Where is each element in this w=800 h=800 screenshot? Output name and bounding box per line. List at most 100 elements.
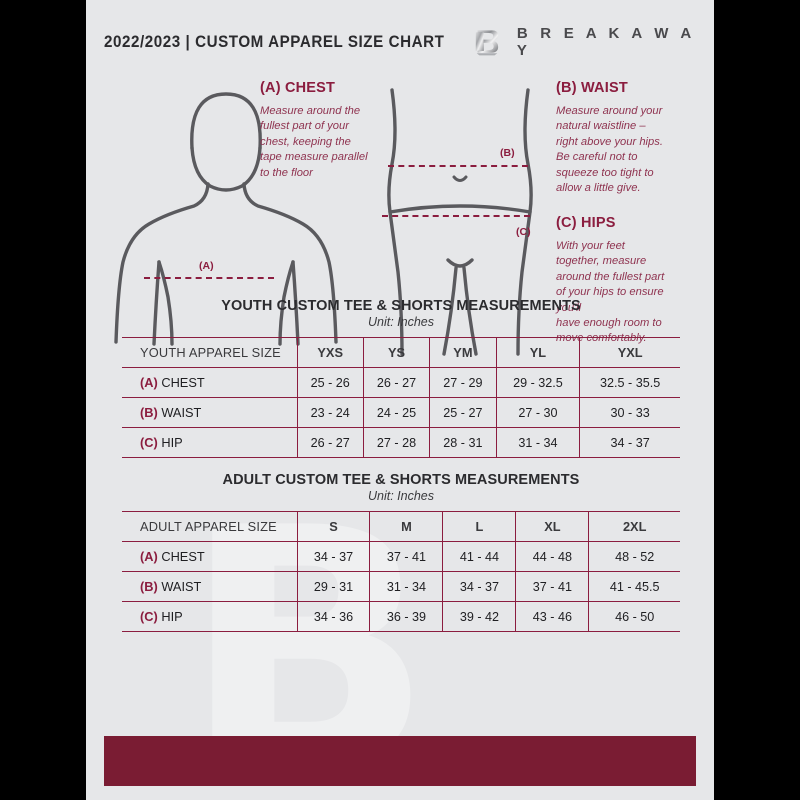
hip-tag: (C)	[140, 435, 158, 450]
waist-tag: (B)	[140, 579, 158, 594]
youth-chest-3: 29 - 32.5	[496, 367, 581, 398]
waist-tag: (B)	[140, 405, 158, 420]
adult-size-col-3: XL	[515, 511, 590, 542]
youth-waist-2: 25 - 27	[429, 397, 497, 428]
youth-chest-1: 26 - 27	[363, 367, 431, 398]
adult-chest-4: 48 - 52	[588, 541, 680, 572]
youth-size-col-1: YS	[363, 337, 431, 368]
youth-hip-4: 34 - 37	[579, 427, 680, 458]
chest-description-heading: (A) CHEST	[260, 80, 336, 96]
table-row: (C) HIP 26 - 27 27 - 28 28 - 31 31 - 34 …	[122, 427, 680, 458]
youth-size-col-3: YL	[496, 337, 581, 368]
adult-waist-4: 41 - 45.5	[588, 571, 680, 602]
youth-size-col-2: YM	[429, 337, 497, 368]
adult-size-table-block: ADULT CUSTOM TEE & SHORTS MEASUREMENTS U…	[122, 472, 680, 632]
adult-waist-3: 37 - 41	[515, 571, 590, 602]
youth-size-table-block: YOUTH CUSTOM TEE & SHORTS MEASUREMENTS U…	[122, 298, 680, 458]
waist-marker-label: (B)	[500, 147, 515, 159]
waist-description-body: Measure around your natural waistline – …	[556, 105, 663, 195]
brand-wordmark: B R E A K A W A Y	[516, 25, 695, 59]
youth-waist-3: 27 - 30	[496, 397, 581, 428]
adult-hip-1: 36 - 39	[369, 601, 444, 632]
size-chart-page: B 2022/2023 | CUSTOM APPAREL SIZE CHART	[86, 0, 714, 800]
youth-size-col-4: YXL	[579, 337, 680, 368]
adult-row-label-chest: (A) CHEST	[122, 541, 298, 572]
youth-table-unit: Unit: Inches	[367, 315, 434, 329]
youth-chest-2: 27 - 29	[429, 367, 497, 398]
table-row: (B) WAIST 23 - 24 24 - 25 25 - 27 27 - 3…	[122, 397, 680, 428]
waist-description-heading: (B) WAIST	[556, 80, 628, 96]
youth-waist-4: 30 - 33	[579, 397, 680, 428]
adult-chest-2: 41 - 44	[442, 541, 517, 572]
adult-waist-0: 29 - 31	[297, 571, 371, 602]
waist-measure-line	[388, 165, 528, 167]
youth-hip-1: 27 - 28	[363, 427, 431, 458]
chest-description-block: (A) CHEST Measure around the fullest par…	[260, 80, 420, 181]
breakaway-b-monogram-icon	[475, 30, 499, 56]
youth-size-label: YOUTH APPAREL SIZE	[122, 337, 298, 368]
adult-hip-4: 46 - 50	[588, 601, 680, 632]
table-header-row: ADULT APPAREL SIZE S M L XL 2XL	[122, 511, 680, 542]
male-torso-outline-figure	[114, 92, 338, 346]
adult-hip-2: 39 - 42	[442, 601, 517, 632]
adult-waist-1: 31 - 34	[369, 571, 444, 602]
hips-description-block: (C) HIPS With your feet together, measur…	[556, 215, 708, 347]
brand-logo: B R E A K A W A Y	[474, 25, 696, 59]
adult-size-table: ADULT APPAREL SIZE S M L XL 2XL (A) CHES…	[122, 511, 680, 632]
youth-size-col-0: YXS	[297, 337, 364, 368]
hip-row-name: HIP	[161, 609, 183, 624]
adult-size-col-1: M	[369, 511, 444, 542]
waist-description-block: (B) WAIST Measure around your natural wa…	[556, 80, 708, 196]
youth-table-title: YOUTH CUSTOM TEE & SHORTS MEASUREMENTS	[221, 298, 581, 314]
youth-row-label-waist: (B) WAIST	[122, 397, 298, 428]
adult-chest-0: 34 - 37	[297, 541, 371, 572]
adult-row-label-hip: (C) HIP	[122, 601, 298, 632]
chest-row-name: CHEST	[161, 375, 205, 390]
adult-size-label: ADULT APPAREL SIZE	[122, 511, 298, 542]
table-row: (C) HIP 34 - 36 36 - 39 39 - 42 43 - 46 …	[122, 601, 680, 632]
youth-waist-1: 24 - 25	[363, 397, 431, 428]
youth-row-label-hip: (C) HIP	[122, 427, 298, 458]
chest-tag: (A)	[140, 375, 158, 390]
male-hips-outline-figure	[387, 88, 533, 356]
youth-row-label-chest: (A) CHEST	[122, 367, 298, 398]
page-header: 2022/2023 | CUSTOM APPAREL SIZE CHART B …	[86, 24, 714, 60]
adult-row-label-waist: (B) WAIST	[122, 571, 298, 602]
chest-marker-label: (A)	[199, 260, 214, 272]
youth-chest-0: 25 - 26	[297, 367, 364, 398]
youth-hip-2: 28 - 31	[429, 427, 497, 458]
youth-hip-3: 31 - 34	[496, 427, 581, 458]
hip-row-name: HIP	[161, 435, 183, 450]
chest-measure-line	[144, 277, 274, 279]
table-row: (B) WAIST 29 - 31 31 - 34 34 - 37 37 - 4…	[122, 571, 680, 602]
table-header-row: YOUTH APPAREL SIZE YXS YS YM YL YXL	[122, 337, 680, 368]
chest-tag: (A)	[140, 549, 158, 564]
chest-description-body: Measure around the fullest part of your …	[260, 105, 368, 179]
table-row: (A) CHEST 25 - 26 26 - 27 27 - 29 29 - 3…	[122, 367, 680, 398]
adult-table-unit: Unit: Inches	[367, 489, 434, 503]
youth-chest-4: 32.5 - 35.5	[579, 367, 680, 398]
youth-size-table: YOUTH APPAREL SIZE YXS YS YM YL YXL (A) …	[122, 337, 680, 458]
youth-waist-0: 23 - 24	[297, 397, 364, 428]
hips-measure-line	[382, 215, 530, 217]
adult-size-col-4: 2XL	[588, 511, 680, 542]
waist-row-name: WAIST	[161, 579, 202, 594]
adult-table-title: ADULT CUSTOM TEE & SHORTS MEASUREMENTS	[222, 472, 580, 488]
adult-chest-1: 37 - 41	[369, 541, 444, 572]
page-title: 2022/2023 | CUSTOM APPAREL SIZE CHART	[104, 32, 445, 51]
adult-size-col-0: S	[297, 511, 371, 542]
table-row: (A) CHEST 34 - 37 37 - 41 41 - 44 44 - 4…	[122, 541, 680, 572]
adult-size-col-2: L	[442, 511, 517, 542]
adult-hip-0: 34 - 36	[297, 601, 371, 632]
hips-marker-label: (C)	[516, 226, 531, 238]
youth-hip-0: 26 - 27	[297, 427, 364, 458]
adult-chest-3: 44 - 48	[515, 541, 590, 572]
adult-waist-2: 34 - 37	[442, 571, 517, 602]
measurement-illustrations: (A) (B) (C) (A) CHEST Measure around the…	[86, 70, 714, 365]
footer-accent-bar	[104, 736, 696, 786]
hips-description-heading: (C) HIPS	[556, 215, 616, 231]
adult-hip-3: 43 - 46	[515, 601, 590, 632]
chest-row-name: CHEST	[161, 549, 205, 564]
hip-tag: (C)	[140, 609, 158, 624]
waist-row-name: WAIST	[161, 405, 202, 420]
